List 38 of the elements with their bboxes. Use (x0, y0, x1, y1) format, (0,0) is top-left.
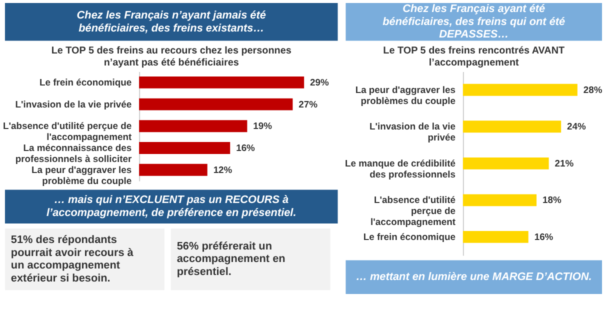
data-label: 27% (298, 98, 318, 110)
data-label: 16% (534, 230, 554, 242)
data-label: 24% (567, 120, 587, 132)
bar (139, 120, 248, 132)
y-tick-label: La peur d'aggraver les problèmes du couple (355, 84, 456, 106)
data-label: 12% (213, 164, 233, 175)
bar (139, 164, 208, 176)
data-label: 29% (310, 76, 330, 88)
chart-title: Chez les Français ayant été bénéficiaires, des freins qui ont été DEPASSES… (382, 2, 566, 41)
y-tick-label: L'absence d'utilité perçue de l'accompagnement (3, 120, 132, 142)
text: 51% des répondants pourrait avoir recours à un accompagnement extérieur si besoin. (10, 234, 134, 285)
y-tick-label: Le manque de crédibilité des professionnels (345, 157, 456, 180)
y-tick-label: Le frein économique (363, 230, 456, 242)
text: … mettant en lumière une MARGE D’ACTION. (356, 271, 592, 284)
y-tick-label: L'invasion de la vie privée (369, 120, 456, 143)
chart-subtitle: Le TOP 5 des freins rencontrés AVANT l’accompagnement (383, 46, 565, 69)
y-tick-label: L'absence d'utilité perçue de l'accompagnement (370, 194, 456, 227)
bar (462, 157, 549, 170)
chart-subtitle: Le TOP 5 des freins au recours chez les personnes n’ayant pas été bénéficiaires (51, 46, 292, 69)
bar (139, 98, 293, 110)
data-label: 19% (253, 120, 273, 132)
bar (462, 120, 562, 133)
bar (462, 84, 578, 96)
chart-title: Chez les Français n’ayant jamais été bénéficiaires, des freins existants… (76, 9, 266, 34)
data-label: 28% (583, 84, 603, 95)
y-tick-label: Le frein économique (39, 76, 132, 88)
y-tick-label: La peur d'aggraver les problème du couple (31, 164, 132, 186)
bar (139, 142, 230, 154)
data-label: 16% (236, 142, 256, 153)
bar (139, 76, 304, 88)
bar (462, 194, 537, 206)
text: … mais qui n’EXCLUENT pas un RECOURS à l’accompagnement, de préférence en présentiel. (46, 194, 296, 220)
y-tick-label: La méconnaissance des professionnels à solliciter (15, 142, 132, 164)
bar (462, 230, 528, 243)
data-label: 21% (554, 157, 574, 168)
text: 56% préférerait un accompagnement en présentiel. (176, 240, 286, 278)
y-tick-label: L'invasion de la vie privée (15, 98, 132, 110)
data-label: 18% (542, 194, 562, 206)
